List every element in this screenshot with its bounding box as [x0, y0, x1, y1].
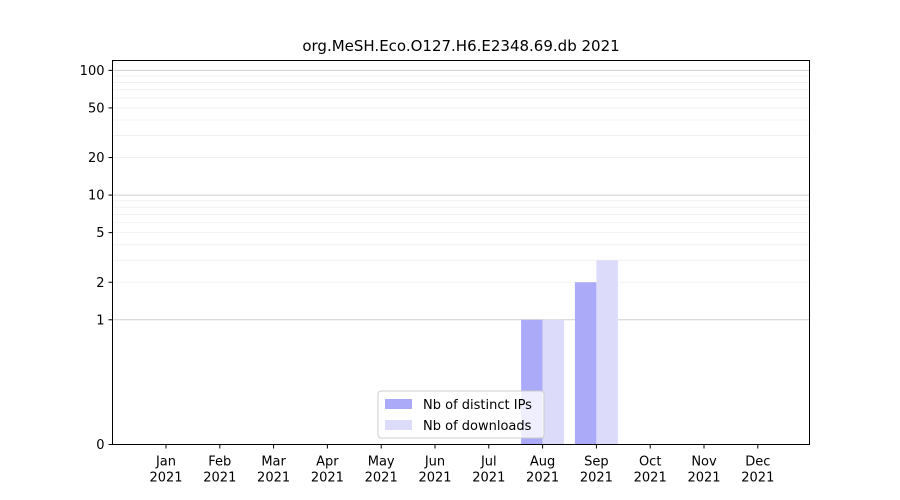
y-tick-label: 50: [88, 101, 105, 116]
x-axis: Jan 2021 Feb 2021 Mar 2021 Apr 2021 May 2021 Jun 20…: [149, 444, 774, 486]
chart-title: org.MeSH.Eco.O127.H6.E2348.69.db 2021: [302, 37, 619, 55]
y-tick-label: 20: [88, 151, 105, 166]
x-tick-label: Jul 2021: [472, 455, 505, 486]
grid: [112, 69, 810, 321]
x-tick-label: Apr 2021: [311, 455, 344, 486]
x-tick-label: Feb 2021: [203, 455, 236, 486]
x-tick-label: Nov 2021: [687, 455, 720, 486]
x-tick-label: Aug 2021: [526, 455, 559, 486]
y-tick-label: 100: [80, 64, 105, 79]
legend-swatch: [385, 420, 412, 430]
x-tick-label: Mar 2021: [257, 455, 290, 486]
x-tick-label: Oct 2021: [634, 455, 667, 486]
y-axis: 0 1 2 5 10 20 50 100: [80, 64, 113, 453]
legend-label: Nb of distinct IPs: [423, 398, 532, 413]
x-tick-label: Jun 2021: [418, 455, 451, 486]
y-tick-label: 1: [96, 313, 104, 328]
y-tick-label: 10: [88, 189, 105, 204]
legend-swatch: [385, 399, 412, 409]
x-tick-label: May 2021: [365, 455, 398, 486]
legend-box: [377, 390, 545, 439]
bar: [542, 319, 565, 445]
x-tick-label: Sep 2021: [580, 455, 613, 486]
bar: [574, 282, 597, 445]
legend-label: Nb of downloads: [423, 419, 532, 434]
x-tick-label: Jan 2021: [149, 455, 182, 486]
y-tick-label: 5: [96, 226, 104, 241]
x-tick-label: Dec 2021: [741, 455, 774, 486]
plot-frame: [112, 60, 810, 445]
y-tick-label: 0: [96, 438, 104, 453]
bar: [596, 260, 618, 445]
legend: Nb of distinct IPs Nb of downloads: [377, 390, 545, 439]
y-tick-label: 2: [96, 276, 104, 291]
